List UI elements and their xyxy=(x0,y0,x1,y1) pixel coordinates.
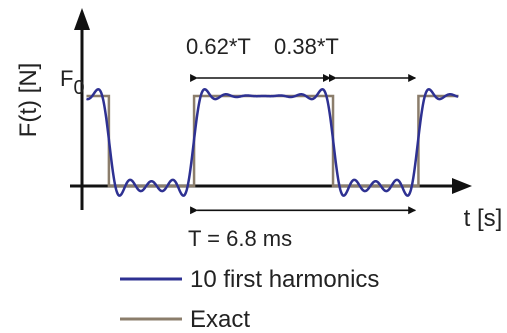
legend: 10 first harmonics Exact xyxy=(120,266,379,333)
y-level-label: F0 xyxy=(60,66,85,99)
annotation-period-label: T = 6.8 ms xyxy=(188,226,292,251)
x-axis-arrow-head xyxy=(452,178,472,194)
legend-label-harmonics: 10 first harmonics xyxy=(190,266,379,293)
x-axis-label: t [s] xyxy=(464,205,503,232)
series-10-harmonics-line xyxy=(86,88,459,197)
y-level-label-subscript: 0 xyxy=(73,77,84,99)
legend-label-exact: Exact xyxy=(190,306,250,333)
y-axis-label: F(t) [N] xyxy=(15,63,42,138)
y-level-label-main: F xyxy=(60,66,73,91)
y-axis-arrow-head xyxy=(74,8,90,30)
series-exact-line xyxy=(86,94,459,188)
annotation-off-label: 0.38*T xyxy=(274,34,339,59)
annotation-duty-label: 0.62*T xyxy=(186,34,251,59)
